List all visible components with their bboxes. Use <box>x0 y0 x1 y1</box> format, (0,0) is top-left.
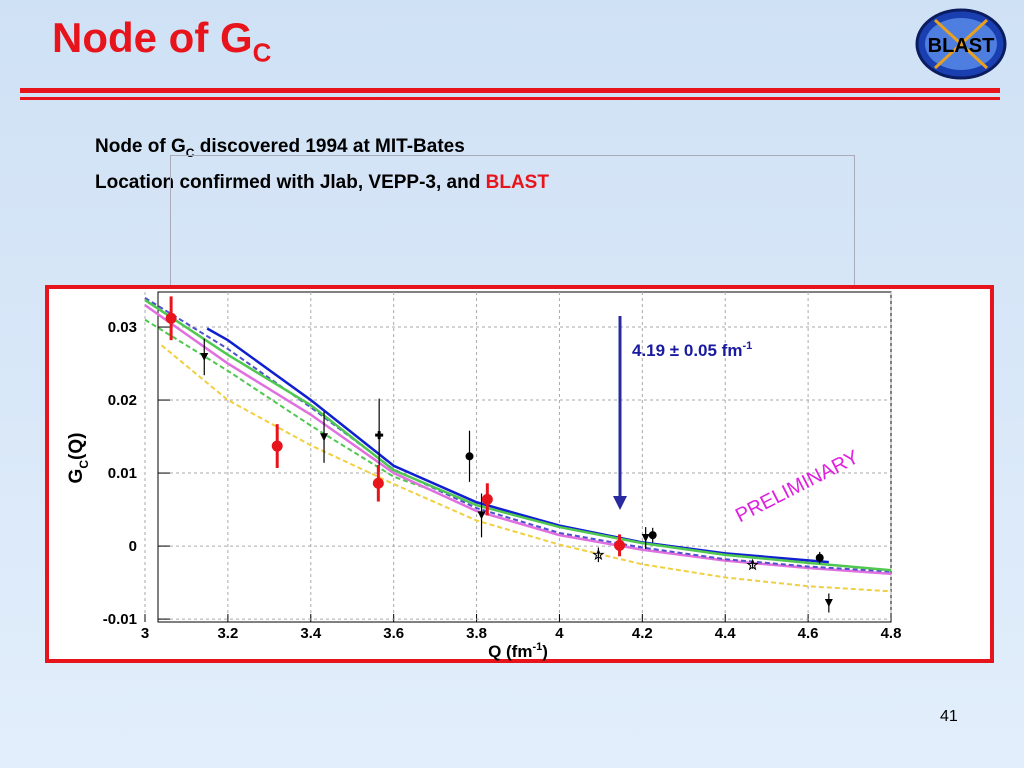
x-tick-label: 3.2 <box>217 625 238 642</box>
annotation-superscript: -1 <box>742 340 752 352</box>
logo-text: BLAST <box>928 35 995 57</box>
text: discovered 1994 at MIT-Bates <box>194 136 465 157</box>
data-point <box>477 511 486 520</box>
title-rule <box>20 97 1000 100</box>
title-subscript: C <box>252 37 272 68</box>
data-point <box>465 452 474 461</box>
y-tick-label: 0 <box>129 538 137 555</box>
x-tick-label: 3.6 <box>383 625 404 642</box>
x-tick-label: 4.6 <box>798 625 819 642</box>
x-label-text: Q (fm <box>488 642 532 661</box>
annotation-arrowhead <box>613 496 627 510</box>
x-tick-label: 4.4 <box>715 625 737 642</box>
data-point <box>271 440 283 452</box>
annotation: 4.19 ± 0.05 fm-1 <box>632 340 752 360</box>
text-line: Location confirmed with Jlab, VEPP-3, an… <box>95 168 549 197</box>
slide-title: Node of GC <box>52 14 271 68</box>
data-point <box>200 352 209 361</box>
fit-curve <box>144 304 892 576</box>
data-point <box>375 431 384 440</box>
y-tick-label: -0.01 <box>103 611 137 628</box>
data-point <box>648 531 657 540</box>
text: Node of G <box>95 136 186 157</box>
y-label-text: G <box>66 469 87 484</box>
x-tick-label: 3 <box>141 625 149 642</box>
x-tick-label: 4.2 <box>632 625 653 642</box>
fit-curve <box>144 318 436 493</box>
data-point <box>824 599 833 608</box>
x-label-text: ) <box>542 642 548 661</box>
fit-curve <box>160 344 892 593</box>
annotation-text: 4.19 ± 0.05 fm <box>632 341 742 360</box>
data-point <box>815 553 824 562</box>
x-tick-label: 4 <box>555 625 564 642</box>
y-label-subscript: C <box>77 460 91 469</box>
y-label-text: (Q) <box>66 433 87 460</box>
text-highlight: BLAST <box>485 171 549 193</box>
data-point <box>165 312 177 324</box>
x-tick-label: 3.8 <box>466 625 487 642</box>
title-rule <box>20 88 1000 93</box>
fit-curve <box>144 298 892 572</box>
plot-area <box>157 291 892 623</box>
data-point <box>746 558 759 571</box>
x-tick-label: 3.4 <box>300 625 322 642</box>
data-point <box>320 433 329 442</box>
data-point <box>372 477 384 489</box>
data-point <box>592 548 605 561</box>
logo: BLAST <box>915 8 1007 80</box>
subscript: C <box>185 145 195 160</box>
text-block: Node of GC discovered 1994 at MIT-Bates … <box>95 132 549 197</box>
data-point <box>614 539 626 551</box>
text-line: Node of GC discovered 1994 at MIT-Bates <box>95 132 549 168</box>
page-number: 41 <box>940 708 958 725</box>
y-tick-label: 0.02 <box>108 392 137 409</box>
y-axis-label: GC(Q) <box>66 433 91 484</box>
y-tick-label: 0.03 <box>108 319 137 336</box>
y-tick-label: 0.01 <box>108 465 137 482</box>
data-point <box>481 493 493 505</box>
fit-curve <box>144 296 892 573</box>
title-text: Node of G <box>52 14 253 61</box>
x-label-superscript: -1 <box>532 641 542 653</box>
text: Location confirmed with Jlab, VEPP-3, an… <box>95 171 486 193</box>
data-point <box>641 534 650 543</box>
x-tick-label: 4.8 <box>881 625 902 642</box>
x-axis-label: Q (fm-1) <box>488 641 548 661</box>
